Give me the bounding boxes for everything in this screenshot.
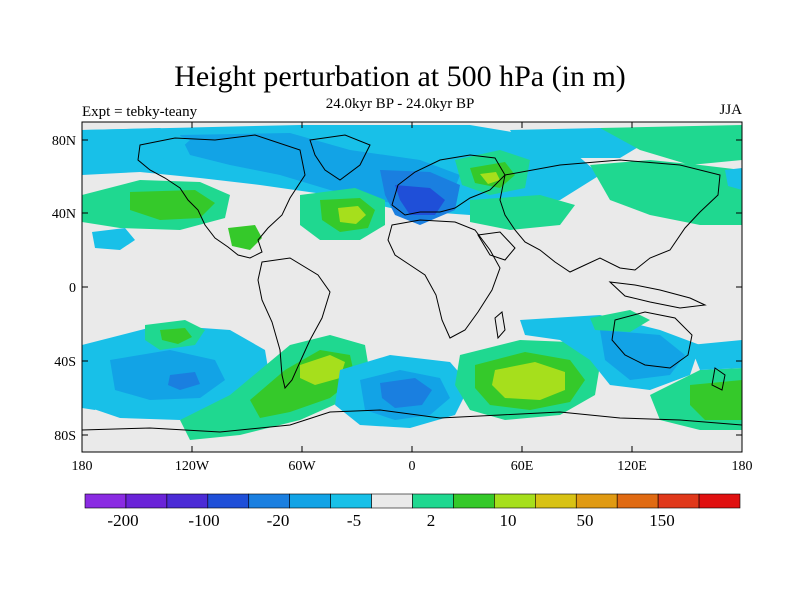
- green-south-pacific-east-inner: [690, 380, 742, 420]
- figure-title: Height perturbation at 500 hPa (in m): [174, 60, 626, 93]
- colorbar-swatch: [657, 493, 700, 509]
- cyan-pacific-west: [82, 128, 190, 162]
- colorbar-swatch: [330, 493, 372, 509]
- midblue-south-pacific: [168, 372, 200, 390]
- green-asia: [470, 195, 575, 230]
- colorbar-label-neg100: -100: [188, 511, 219, 530]
- experiment-label: Expt = tebky-teany: [82, 104, 198, 120]
- colorbar-label-150: 150: [649, 511, 675, 530]
- cyan-east-pacific: [92, 228, 135, 250]
- colorbar-swatch: [289, 493, 331, 509]
- colorbar-labels: -200 -100 -20 -5 2 10 50 150: [107, 511, 674, 530]
- colorbar-swatch: [412, 493, 454, 509]
- lat-label-0: 0: [69, 281, 76, 296]
- lon-label-0: 0: [409, 459, 416, 474]
- contour-fields: [82, 125, 742, 440]
- coastlines: [82, 134, 742, 433]
- yellow-north-atlantic: [338, 206, 366, 224]
- coast-new-zealand: [711, 367, 726, 391]
- deep-blue-atlantic-core: [395, 185, 445, 215]
- coast-madagascar: [494, 311, 506, 340]
- lon-label-60e: 60E: [511, 459, 534, 474]
- colorbar: [84, 493, 741, 509]
- coast-greenland: [309, 134, 371, 181]
- coast-north-america: [137, 134, 306, 259]
- cyan-southwest: [82, 375, 108, 410]
- coast-arabia: [477, 231, 516, 261]
- colorbar-swatch: [494, 493, 536, 509]
- lon-axis: 180 120W 60W 0 60E 120E 180: [72, 122, 753, 474]
- midblue-south-atlantic: [380, 378, 432, 408]
- coast-antarctica: [82, 409, 742, 433]
- colorbar-swatch: [84, 493, 127, 509]
- lightblue-south-pacific: [110, 350, 225, 400]
- green-gulf: [228, 225, 262, 250]
- yellow-south-atlantic: [300, 355, 345, 385]
- colorbar-swatch: [207, 493, 250, 509]
- lon-label-60w: 60W: [288, 459, 316, 474]
- lat-axis: 80N 40N 0 40S 80S: [52, 134, 742, 444]
- colorbar-swatch: [248, 493, 290, 509]
- season-label: JJA: [719, 102, 742, 118]
- yellow-europe: [480, 172, 500, 184]
- lon-label-180e: 180: [732, 459, 753, 474]
- figure-subtitle: 24.0kyr BP - 24.0kyr BP: [325, 96, 475, 112]
- colorbar-swatch: [575, 493, 618, 509]
- coast-australia: [611, 311, 693, 369]
- lon-label-120e: 120E: [617, 459, 647, 474]
- green-australia-north: [590, 310, 650, 332]
- cyan-far-south-east: [690, 340, 742, 370]
- green-arctic-east: [600, 125, 742, 165]
- colorbar-swatch: [371, 493, 413, 509]
- lon-label-120w: 120W: [175, 459, 210, 474]
- colorbar-label-neg200: -200: [107, 511, 138, 530]
- colorbar-swatch: [535, 493, 577, 509]
- lat-label-80s: 80S: [54, 429, 76, 444]
- cyan-far-east: [725, 168, 742, 190]
- lon-label-180w: 180: [72, 459, 93, 474]
- colorbar-label-10: 10: [500, 511, 517, 530]
- colorbar-label-2: 2: [427, 511, 436, 530]
- green-south-pacific-inner: [160, 328, 192, 344]
- lat-label-80n: 80N: [52, 134, 76, 149]
- colorbar-swatch: [166, 493, 209, 509]
- colorbar-swatch: [125, 493, 168, 509]
- coast-asia: [499, 159, 721, 273]
- colorbar-label-neg5: -5: [347, 511, 361, 530]
- coast-indonesia: [608, 281, 707, 309]
- colorbar-swatch: [453, 493, 495, 509]
- colorbar-swatch: [616, 493, 659, 509]
- lat-label-40n: 40N: [52, 207, 76, 222]
- yellow-indian-ocean: [492, 362, 565, 400]
- coast-africa: [387, 219, 501, 339]
- colorbar-swatch: [698, 493, 741, 509]
- coast-south-america: [257, 257, 331, 390]
- colorbar-label-50: 50: [577, 511, 594, 530]
- green-north-pacific-inner: [130, 190, 215, 220]
- lat-label-40s: 40S: [54, 355, 76, 370]
- coast-europe: [391, 154, 506, 216]
- colorbar-label-neg20: -20: [267, 511, 290, 530]
